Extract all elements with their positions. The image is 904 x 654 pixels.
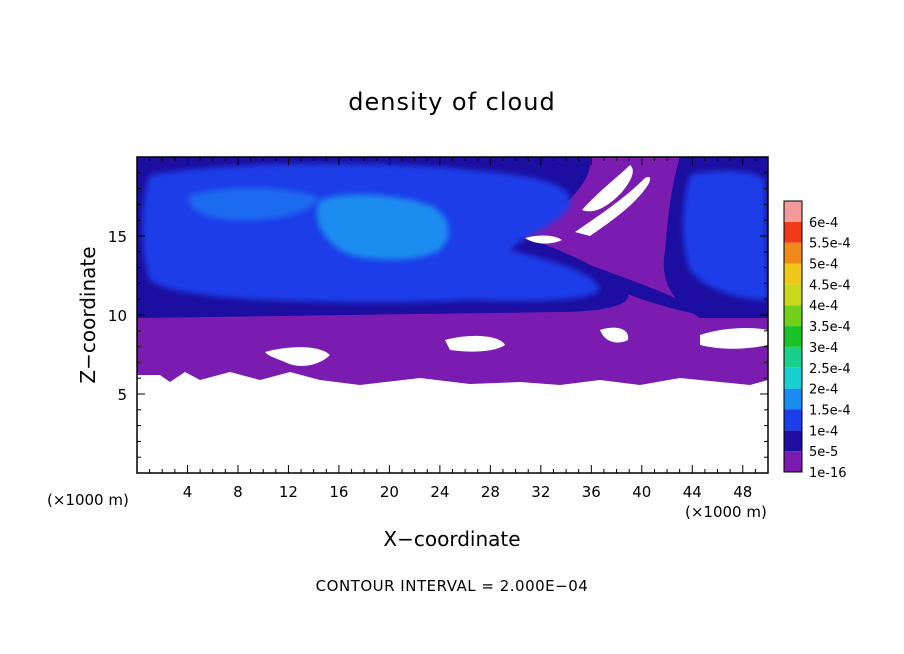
y-axis-ticks: 5 10 15 xyxy=(108,172,768,458)
x-axis-unit-right: (×1000 m) xyxy=(685,503,767,521)
colorbar-swatch xyxy=(784,346,802,368)
colorbar-label: 3e-4 xyxy=(809,341,838,356)
x-tick-label: 48 xyxy=(733,483,752,501)
field-filament-bright xyxy=(575,176,651,236)
x-tick-label: 20 xyxy=(380,483,399,501)
field-level-1e-4-right xyxy=(683,170,768,300)
x-axis-label: X−coordinate xyxy=(383,527,521,551)
x-tick-label: 28 xyxy=(481,483,500,501)
x-tick-label: 16 xyxy=(329,483,348,501)
x-tick-label: 32 xyxy=(531,483,550,501)
colorbar: 1e-16 5e-5 1e-4 1.5e-4 2e-4 2.5e-4 3e-4 3.5e-4 4… xyxy=(783,200,851,481)
y-tick-label: 15 xyxy=(108,228,127,246)
colorbar-swatch xyxy=(784,388,802,410)
field-no-data-hole-3 xyxy=(600,327,629,343)
colorbar-label: 6e-4 xyxy=(809,216,838,231)
y-tick-label: 5 xyxy=(117,386,127,404)
field-no-data-hole-1 xyxy=(265,347,330,366)
x-tick-label: 12 xyxy=(279,483,298,501)
colorbar-swatch xyxy=(784,284,802,306)
x-tick-label: 4 xyxy=(183,483,193,501)
colorbar-label: 1e-4 xyxy=(809,424,838,439)
colorbar-label: 2.5e-4 xyxy=(809,362,851,377)
colorbar-label: 2e-4 xyxy=(809,383,838,398)
field-no-data-lower xyxy=(137,372,768,473)
colorbar-swatch xyxy=(784,305,802,327)
colorbar-label: 5e-5 xyxy=(809,445,838,460)
colorbar-label: 1.5e-4 xyxy=(809,403,851,418)
x-tick-label: 44 xyxy=(683,483,702,501)
colorbar-swatch xyxy=(784,409,802,431)
colorbar-swatch xyxy=(784,451,802,472)
y-tick-label: 10 xyxy=(108,307,127,325)
x-tick-label: 24 xyxy=(430,483,449,501)
field-no-data-hole-4 xyxy=(700,327,768,349)
colorbar-label: 5e-4 xyxy=(809,258,838,273)
colorbar-swatch xyxy=(784,367,802,389)
chart-title: density of cloud xyxy=(348,88,556,116)
colorbar-swatch xyxy=(784,263,802,285)
x-tick-label: 40 xyxy=(632,483,651,501)
colorbar-label: 5.5e-4 xyxy=(809,237,851,252)
density-field xyxy=(137,157,768,473)
colorbar-label: 4.5e-4 xyxy=(809,278,851,293)
colorbar-swatch xyxy=(784,201,802,222)
field-no-data-hole-6 xyxy=(582,165,633,212)
x-axis-unit-left: (×1000 m) xyxy=(47,491,129,509)
colorbar-swatch xyxy=(784,221,802,243)
field-level-1.5e-4-left xyxy=(189,188,320,221)
x-tick-label: 36 xyxy=(582,483,601,501)
x-tick-label: 8 xyxy=(233,483,243,501)
field-no-data-hole-2 xyxy=(445,335,505,352)
field-band-5e-5-filament xyxy=(565,255,705,315)
colorbar-swatch xyxy=(784,242,802,264)
colorbar-frame xyxy=(783,200,803,473)
contour-interval-note: CONTOUR INTERVAL = 2.000E−04 xyxy=(315,577,589,595)
colorbar-label: 4e-4 xyxy=(809,299,838,314)
field-level-1.5e-4-core xyxy=(316,194,449,260)
x-axis-ticks: 4 8 12 16 20 24 28 32 36 40 44 48 xyxy=(149,157,756,501)
colorbar-label: 3.5e-4 xyxy=(809,320,851,335)
colorbar-swatch xyxy=(784,326,802,347)
colorbar-label: 1e-16 xyxy=(809,466,847,481)
field-no-data-hole-5 xyxy=(525,235,562,244)
colorbar-swatch xyxy=(784,430,802,452)
